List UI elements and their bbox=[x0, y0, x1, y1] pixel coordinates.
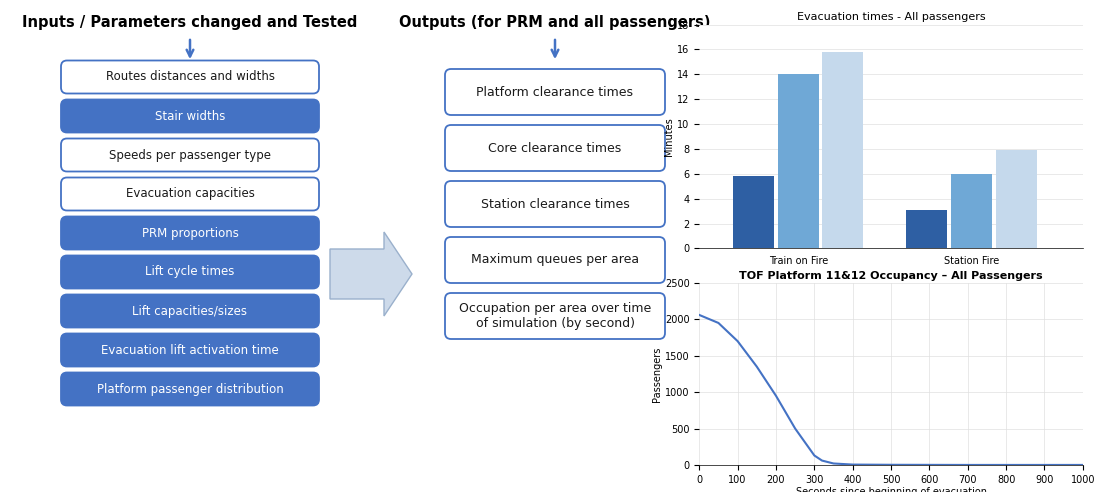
Text: Occupation per area over time
of simulation (by second): Occupation per area over time of simulat… bbox=[459, 302, 651, 330]
Text: Inputs / Parameters changed and Tested: Inputs / Parameters changed and Tested bbox=[22, 14, 357, 30]
Title: Evacuation times - All passengers: Evacuation times - All passengers bbox=[797, 12, 985, 23]
FancyBboxPatch shape bbox=[61, 139, 319, 172]
Bar bbox=[822, 52, 864, 248]
Text: Speeds per passenger type: Speeds per passenger type bbox=[109, 149, 271, 161]
FancyBboxPatch shape bbox=[61, 255, 319, 288]
FancyBboxPatch shape bbox=[61, 178, 319, 211]
FancyBboxPatch shape bbox=[61, 334, 319, 367]
FancyBboxPatch shape bbox=[445, 69, 665, 115]
FancyBboxPatch shape bbox=[445, 181, 665, 227]
Text: Outputs (for PRM and all passengers): Outputs (for PRM and all passengers) bbox=[399, 14, 710, 30]
Bar bbox=[906, 210, 947, 248]
FancyBboxPatch shape bbox=[61, 372, 319, 405]
FancyBboxPatch shape bbox=[445, 125, 665, 171]
Text: Platform passenger distribution: Platform passenger distribution bbox=[96, 382, 284, 396]
Text: Core clearance times: Core clearance times bbox=[489, 142, 621, 154]
Text: Station clearance times: Station clearance times bbox=[481, 197, 629, 211]
FancyBboxPatch shape bbox=[61, 99, 319, 132]
Title: TOF Platform 11&12 Occupancy – All Passengers: TOF Platform 11&12 Occupancy – All Passe… bbox=[739, 271, 1043, 281]
Text: PRM proportions: PRM proportions bbox=[141, 226, 239, 240]
Polygon shape bbox=[330, 232, 412, 316]
FancyBboxPatch shape bbox=[445, 293, 665, 339]
FancyBboxPatch shape bbox=[445, 237, 665, 283]
Legend: From Platforms, From Cores, From Station: From Platforms, From Cores, From Station bbox=[768, 299, 1014, 315]
Text: Evacuation lift activation time: Evacuation lift activation time bbox=[101, 343, 278, 357]
Text: Lift cycle times: Lift cycle times bbox=[146, 266, 235, 278]
X-axis label: Seconds since beginning of evacuation: Seconds since beginning of evacuation bbox=[796, 488, 986, 492]
Text: Stair widths: Stair widths bbox=[155, 110, 225, 123]
Text: Evacuation capacities: Evacuation capacities bbox=[126, 187, 254, 201]
Text: Platform clearance times: Platform clearance times bbox=[477, 86, 633, 98]
Bar bbox=[778, 74, 819, 248]
FancyBboxPatch shape bbox=[61, 295, 319, 328]
Bar bbox=[951, 174, 992, 248]
FancyBboxPatch shape bbox=[61, 216, 319, 249]
Bar bbox=[733, 176, 774, 248]
Text: Lift capacities/sizes: Lift capacities/sizes bbox=[133, 305, 248, 317]
Bar bbox=[995, 150, 1037, 248]
Y-axis label: Minutes: Minutes bbox=[664, 117, 674, 156]
Y-axis label: Passengers: Passengers bbox=[652, 346, 662, 401]
Text: Maximum queues per area: Maximum queues per area bbox=[471, 253, 639, 267]
FancyBboxPatch shape bbox=[61, 61, 319, 93]
Text: Routes distances and widths: Routes distances and widths bbox=[105, 70, 274, 84]
